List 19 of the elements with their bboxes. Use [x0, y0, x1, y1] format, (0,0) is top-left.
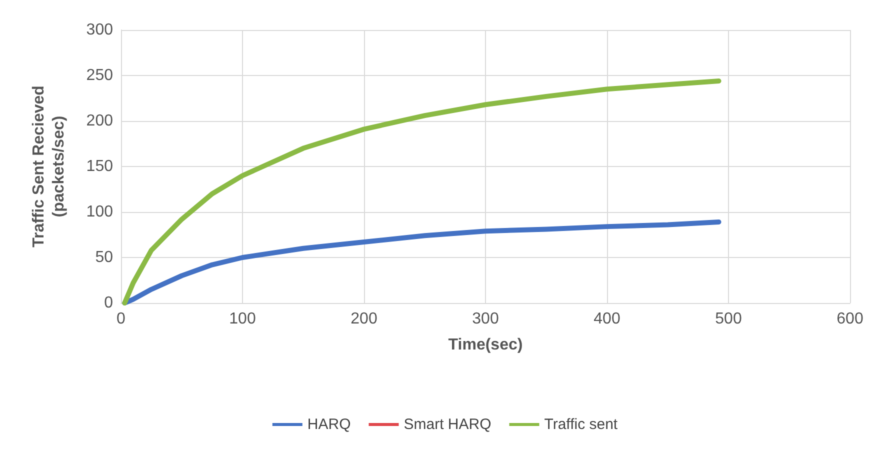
y-tick-label: 100	[86, 204, 114, 220]
x-tick-label: 200	[350, 310, 378, 328]
x-axis-title: Time(sec)	[448, 336, 523, 354]
y-tick-label: 200	[86, 112, 114, 130]
x-tick-label: 300	[472, 310, 499, 328]
legend-label: HARQ	[307, 416, 351, 433]
y-tick-label: 250	[86, 67, 114, 84]
y-axis-title: Traffic Sent Recieved (packets/sec)	[30, 86, 68, 248]
y-tick-label: 0	[104, 294, 114, 312]
y-tick-label: 300	[86, 22, 114, 38]
x-tick-label: 0	[116, 310, 126, 328]
y-tick-label: 50	[95, 249, 114, 266]
legend-label: Traffic sent	[544, 416, 618, 433]
x-tick-label: 100	[229, 310, 256, 328]
x-tick-label: 500	[715, 310, 742, 328]
x-tick-label: 600	[836, 310, 864, 328]
legend-label: Smart HARQ	[404, 416, 492, 433]
x-tick-label: 400	[594, 310, 620, 328]
y-tick-label: 150	[86, 158, 114, 175]
